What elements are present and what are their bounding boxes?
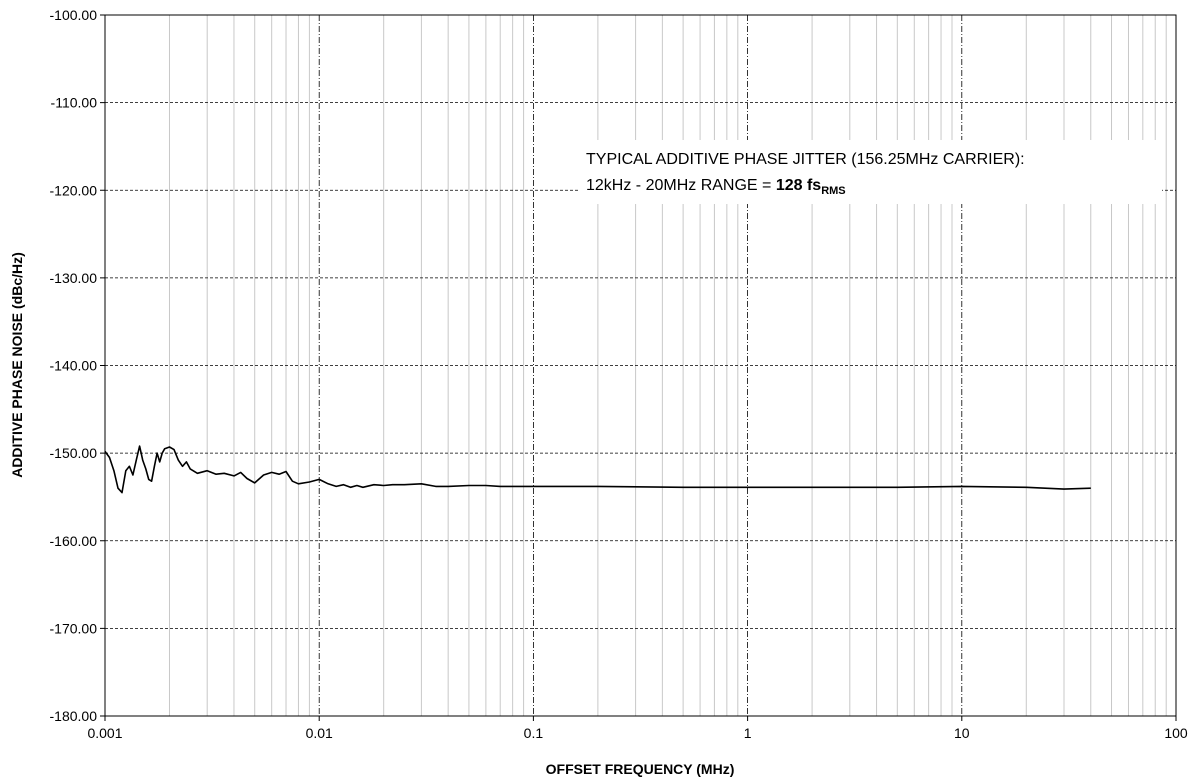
annotation-range-text: 12kHz - 20MHz RANGE = [586, 177, 776, 194]
y-tick-label: -140.00 [50, 358, 98, 374]
phase-noise-line [104, 445, 1091, 494]
y-tick-label: -120.00 [50, 182, 98, 198]
x-tick-label: 0.01 [306, 725, 333, 741]
annotation-background [578, 140, 1162, 204]
x-axis-title: OFFSET FREQUENCY (MHz) [546, 761, 735, 777]
annotation-jitter-unit-subscript: RMS [821, 185, 845, 197]
y-tick-label: -100.00 [50, 7, 98, 23]
x-tick-label: 0.001 [87, 725, 122, 741]
y-tick-label: -130.00 [50, 270, 98, 286]
y-tick-label: -170.00 [50, 620, 98, 636]
jitter-annotation: TYPICAL ADDITIVE PHASE JITTER (156.25MHz… [578, 140, 1162, 204]
annotation-line-1: TYPICAL ADDITIVE PHASE JITTER (156.25MHz… [586, 151, 1025, 168]
y-tick-label: -180.00 [50, 708, 98, 724]
annotation-line-2: 12kHz - 20MHz RANGE = 128 fsRMS [586, 177, 846, 197]
x-axis-ticks: 0.001 0.01 0.1 1 10 100 [87, 716, 1188, 741]
x-tick-label: 10 [954, 725, 970, 741]
y-tick-label: -160.00 [50, 533, 98, 549]
y-axis-ticks: -100.00 -110.00 -120.00 -130.00 -140.00 -150.… [50, 7, 105, 724]
x-tick-label: 1 [744, 725, 752, 741]
y-axis-title: ADDITIVE PHASE NOISE (dBc/Hz) [9, 252, 25, 478]
x-tick-label: 0.1 [524, 725, 544, 741]
y-tick-label: -110.00 [51, 95, 98, 111]
y-tick-label: -150.00 [50, 445, 98, 461]
annotation-jitter-value: 128 fs [776, 177, 821, 194]
x-tick-label: 100 [1164, 725, 1188, 741]
